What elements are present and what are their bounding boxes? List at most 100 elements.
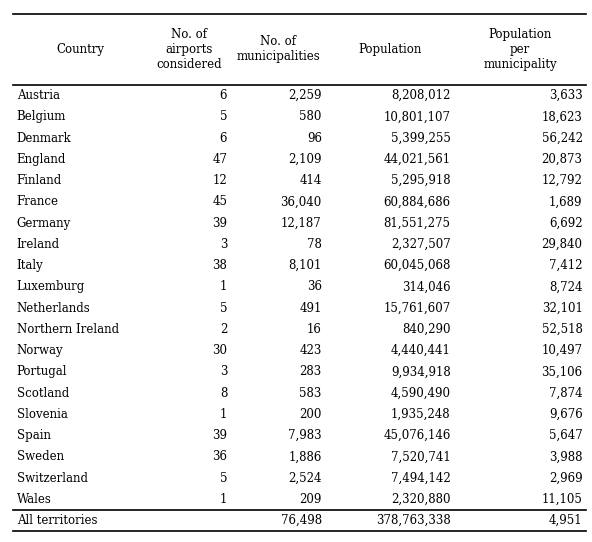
- Text: Ireland: Ireland: [17, 238, 60, 251]
- Text: 7,412: 7,412: [549, 259, 583, 272]
- Text: 583: 583: [300, 386, 322, 399]
- Text: 45,076,146: 45,076,146: [384, 429, 451, 442]
- Text: 35,106: 35,106: [542, 365, 583, 378]
- Text: 44,021,561: 44,021,561: [384, 153, 451, 166]
- Text: Population: Population: [358, 43, 422, 56]
- Text: Spain: Spain: [17, 429, 50, 442]
- Text: 2,524: 2,524: [288, 472, 322, 485]
- Text: 8,724: 8,724: [549, 280, 583, 293]
- Text: Netherlands: Netherlands: [17, 302, 91, 314]
- Text: 1: 1: [220, 280, 227, 293]
- Text: 12: 12: [213, 174, 227, 187]
- Text: 7,494,142: 7,494,142: [391, 472, 451, 485]
- Text: 81,551,275: 81,551,275: [384, 217, 451, 230]
- Text: Scotland: Scotland: [17, 386, 69, 399]
- Text: Slovenia: Slovenia: [17, 408, 67, 421]
- Text: 1,689: 1,689: [549, 196, 583, 209]
- Text: 2,327,507: 2,327,507: [391, 238, 451, 251]
- Text: 1: 1: [220, 408, 227, 421]
- Text: 38: 38: [213, 259, 227, 272]
- Text: 39: 39: [213, 217, 227, 230]
- Text: 39: 39: [213, 429, 227, 442]
- Text: Switzerland: Switzerland: [17, 472, 88, 485]
- Text: 96: 96: [307, 132, 322, 145]
- Text: 2,259: 2,259: [288, 89, 322, 102]
- Text: 20,873: 20,873: [542, 153, 583, 166]
- Text: No. of
airports
considered: No. of airports considered: [156, 28, 222, 71]
- Text: France: France: [17, 196, 59, 209]
- Text: 378,763,338: 378,763,338: [376, 514, 451, 527]
- Text: 6: 6: [220, 89, 227, 102]
- Text: 2,109: 2,109: [288, 153, 322, 166]
- Text: 6: 6: [220, 132, 227, 145]
- Text: Belgium: Belgium: [17, 111, 66, 124]
- Text: 60,045,068: 60,045,068: [384, 259, 451, 272]
- Text: Luxemburg: Luxemburg: [17, 280, 85, 293]
- Text: 4,590,490: 4,590,490: [391, 386, 451, 399]
- Text: 3: 3: [220, 365, 227, 378]
- Text: 200: 200: [300, 408, 322, 421]
- Text: 1,935,248: 1,935,248: [391, 408, 451, 421]
- Text: 78: 78: [307, 238, 322, 251]
- Text: 3: 3: [220, 238, 227, 251]
- Text: Country: Country: [56, 43, 104, 56]
- Text: Northern Ireland: Northern Ireland: [17, 323, 119, 336]
- Text: No. of
municipalities: No. of municipalities: [236, 35, 320, 63]
- Text: 5,295,918: 5,295,918: [391, 174, 451, 187]
- Text: 5: 5: [220, 302, 227, 314]
- Text: 12,187: 12,187: [281, 217, 322, 230]
- Text: 5: 5: [220, 111, 227, 124]
- Text: Portugal: Portugal: [17, 365, 67, 378]
- Text: 580: 580: [300, 111, 322, 124]
- Text: 5,647: 5,647: [549, 429, 583, 442]
- Text: 2,320,880: 2,320,880: [391, 493, 451, 506]
- Text: 11,105: 11,105: [542, 493, 583, 506]
- Text: 52,518: 52,518: [542, 323, 583, 336]
- Text: 414: 414: [300, 174, 322, 187]
- Text: 36: 36: [307, 280, 322, 293]
- Text: 9,676: 9,676: [549, 408, 583, 421]
- Text: 1,886: 1,886: [288, 450, 322, 463]
- Text: 15,761,607: 15,761,607: [384, 302, 451, 314]
- Text: 8: 8: [220, 386, 227, 399]
- Text: 209: 209: [300, 493, 322, 506]
- Text: 5: 5: [220, 472, 227, 485]
- Text: 30: 30: [213, 344, 227, 357]
- Text: 18,623: 18,623: [542, 111, 583, 124]
- Text: 10,497: 10,497: [542, 344, 583, 357]
- Text: 10,801,107: 10,801,107: [384, 111, 451, 124]
- Text: 314,046: 314,046: [402, 280, 451, 293]
- Text: 1: 1: [220, 493, 227, 506]
- Text: 4,951: 4,951: [549, 514, 583, 527]
- Text: 423: 423: [300, 344, 322, 357]
- Text: Italy: Italy: [17, 259, 43, 272]
- Text: 32,101: 32,101: [542, 302, 583, 314]
- Text: Germany: Germany: [17, 217, 71, 230]
- Text: 2: 2: [220, 323, 227, 336]
- Text: 7,874: 7,874: [549, 386, 583, 399]
- Text: 45: 45: [213, 196, 227, 209]
- Text: Sweden: Sweden: [17, 450, 64, 463]
- Text: 56,242: 56,242: [542, 132, 583, 145]
- Text: 12,792: 12,792: [542, 174, 583, 187]
- Text: Denmark: Denmark: [17, 132, 71, 145]
- Text: Population
per
municipality: Population per municipality: [483, 28, 557, 71]
- Text: 60,884,686: 60,884,686: [384, 196, 451, 209]
- Text: 840,290: 840,290: [402, 323, 451, 336]
- Text: Finland: Finland: [17, 174, 62, 187]
- Text: Norway: Norway: [17, 344, 63, 357]
- Text: 3,633: 3,633: [549, 89, 583, 102]
- Text: 7,983: 7,983: [288, 429, 322, 442]
- Text: 8,208,012: 8,208,012: [391, 89, 451, 102]
- Text: England: England: [17, 153, 66, 166]
- Text: 3,988: 3,988: [549, 450, 583, 463]
- Text: All territories: All territories: [17, 514, 97, 527]
- Text: Austria: Austria: [17, 89, 60, 102]
- Text: 36: 36: [213, 450, 227, 463]
- Text: 16: 16: [307, 323, 322, 336]
- Text: 491: 491: [300, 302, 322, 314]
- Text: 76,498: 76,498: [281, 514, 322, 527]
- Text: 36,040: 36,040: [281, 196, 322, 209]
- Text: Wales: Wales: [17, 493, 52, 506]
- Text: 8,101: 8,101: [288, 259, 322, 272]
